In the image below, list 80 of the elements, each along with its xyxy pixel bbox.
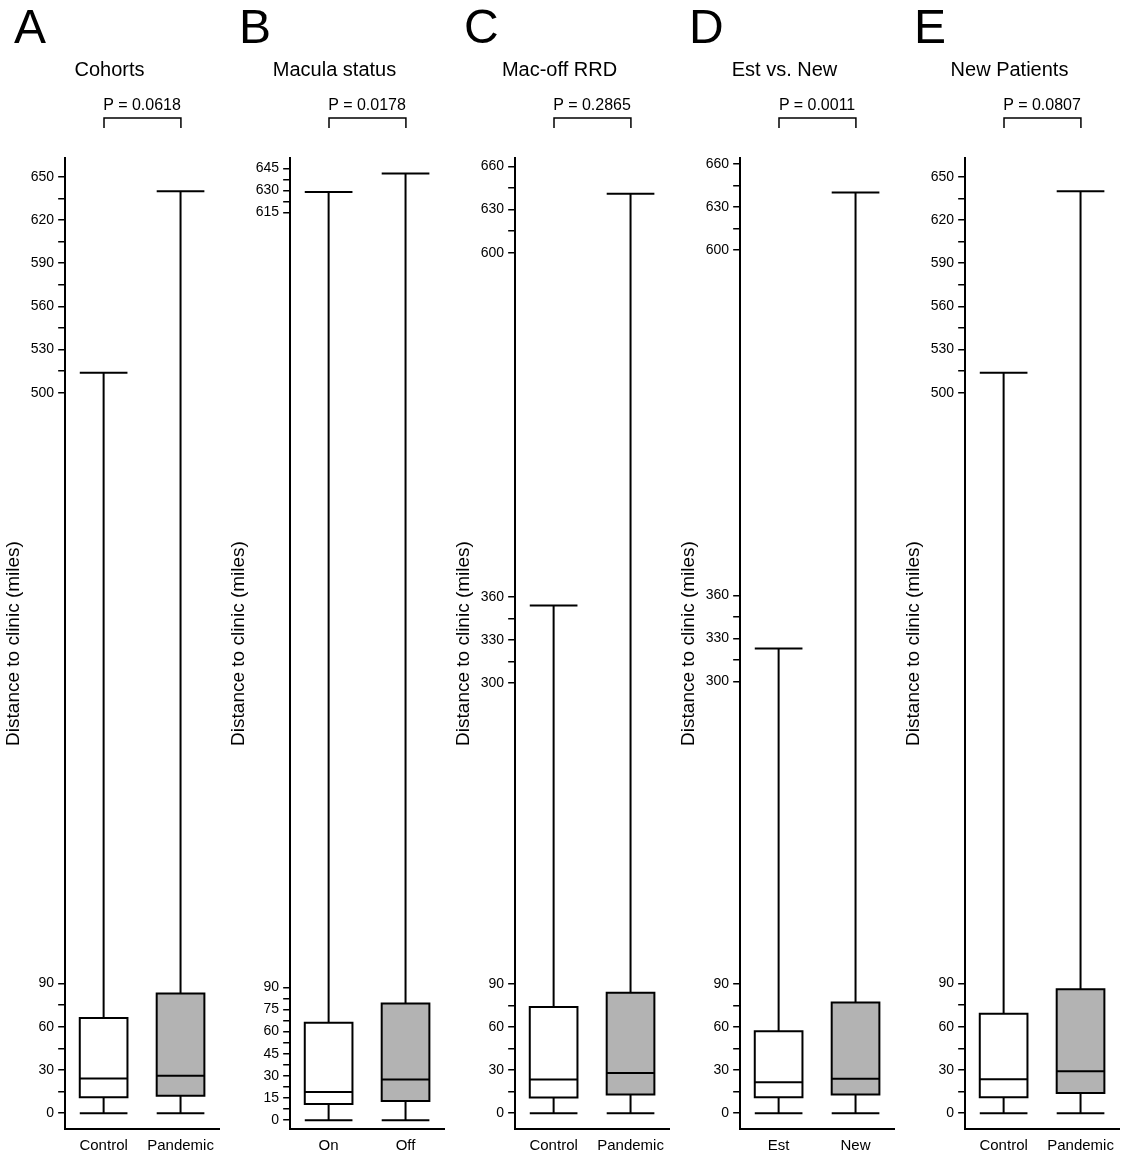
y-tick-label: 0 xyxy=(271,1111,280,1128)
y-tick-label: 90 xyxy=(938,974,955,991)
text: D xyxy=(689,0,724,54)
y-tick-label: 90 xyxy=(713,974,730,991)
x-tick-label: Control xyxy=(79,1136,128,1154)
text: A xyxy=(14,0,47,54)
y-tick-label: 45 xyxy=(263,1044,280,1061)
y-tick-label: 15 xyxy=(263,1088,280,1105)
y-tick-label: 60 xyxy=(713,1017,730,1034)
y-tick-label: 30 xyxy=(713,1060,730,1077)
y-tick-label: 0 xyxy=(721,1104,730,1121)
y-axis-title: Distance to clinic (miles) xyxy=(1,541,23,746)
y-tick-label: 60 xyxy=(38,1017,55,1034)
x-tick-label: Pandemic xyxy=(1047,1136,1115,1154)
y-tick-label: 30 xyxy=(263,1066,280,1083)
text: P = 0.0807 xyxy=(1003,96,1081,114)
y-axis-title: Distance to clinic (miles) xyxy=(451,541,473,746)
y-tick-label: 30 xyxy=(38,1060,55,1077)
y-tick-label: 650 xyxy=(30,167,55,184)
chart-title: New Patients xyxy=(950,57,1069,80)
y-tick-label: 90 xyxy=(488,975,505,991)
text: C xyxy=(464,0,499,54)
y-tick-label: 360 xyxy=(705,586,730,603)
y-tick-label: 630 xyxy=(480,200,505,217)
y-tick-label: 530 xyxy=(930,340,955,357)
y-tick-label: 0 xyxy=(946,1104,955,1121)
y-tick-label: 530 xyxy=(30,340,55,357)
y-tick-label: 560 xyxy=(930,297,955,314)
y-tick-label: 660 xyxy=(705,154,730,171)
chart-title: Mac-off RRD xyxy=(501,57,618,80)
y-tick-label: 300 xyxy=(480,673,505,690)
chart-title: Cohorts xyxy=(74,57,145,80)
y-axis-title: Distance to clinic (miles) xyxy=(901,541,923,746)
text: P = 0.2865 xyxy=(553,96,631,114)
y-tick-label: 75 xyxy=(263,1000,280,1017)
y-axis-title: Distance to clinic (miles) xyxy=(676,541,698,746)
y-tick-label: 60 xyxy=(263,1022,280,1039)
y-tick-label: 560 xyxy=(30,297,55,314)
y-tick-label: 645 xyxy=(255,159,280,176)
y-tick-label: 630 xyxy=(255,181,280,198)
x-tick-label: Control xyxy=(979,1136,1028,1154)
y-tick-label: 600 xyxy=(705,240,730,257)
y-tick-label: 620 xyxy=(30,210,55,227)
chart-title: Est vs. New xyxy=(731,57,838,80)
y-tick-label: 630 xyxy=(705,197,730,214)
x-tick-label: Pandemic xyxy=(147,1136,215,1154)
y-tick-label: 30 xyxy=(488,1061,505,1078)
x-tick-label: Off xyxy=(395,1136,417,1154)
y-tick-label: 500 xyxy=(30,383,55,400)
y-tick-label: 600 xyxy=(480,243,505,260)
y-tick-label: 90 xyxy=(38,974,55,991)
y-tick-label: 330 xyxy=(705,629,730,646)
text: P = 0.0618 xyxy=(103,96,181,114)
x-tick-label: Pandemic xyxy=(597,1136,665,1154)
chart-title: Macula status xyxy=(272,57,397,80)
y-tick-label: 360 xyxy=(480,587,505,604)
y-tick-label: 300 xyxy=(705,672,730,689)
y-tick-label: 0 xyxy=(46,1104,55,1121)
y-tick-label: 330 xyxy=(480,630,505,647)
x-tick-label: Est xyxy=(767,1136,791,1154)
text: B xyxy=(239,0,272,54)
x-tick-label: Control xyxy=(529,1136,578,1154)
y-tick-label: 650 xyxy=(930,167,955,184)
text: P = 0.0011 xyxy=(778,96,856,114)
y-tick-label: 60 xyxy=(938,1017,955,1034)
y-tick-label: 500 xyxy=(930,383,955,400)
y-tick-label: 60 xyxy=(488,1018,505,1035)
text: E xyxy=(914,0,947,54)
y-tick-label: 615 xyxy=(255,203,280,220)
y-tick-label: 90 xyxy=(263,978,280,995)
text: P = 0.0178 xyxy=(328,96,406,114)
y-tick-label: 590 xyxy=(930,254,955,271)
y-axis-title: Distance to clinic (miles) xyxy=(226,541,248,746)
y-tick-label: 590 xyxy=(30,254,55,271)
x-tick-label: On xyxy=(318,1136,339,1154)
y-tick-label: 620 xyxy=(930,210,955,227)
y-tick-label: 0 xyxy=(496,1104,505,1121)
y-tick-label: 30 xyxy=(938,1060,955,1077)
x-tick-label: New xyxy=(840,1136,871,1154)
y-tick-label: 660 xyxy=(480,157,505,174)
